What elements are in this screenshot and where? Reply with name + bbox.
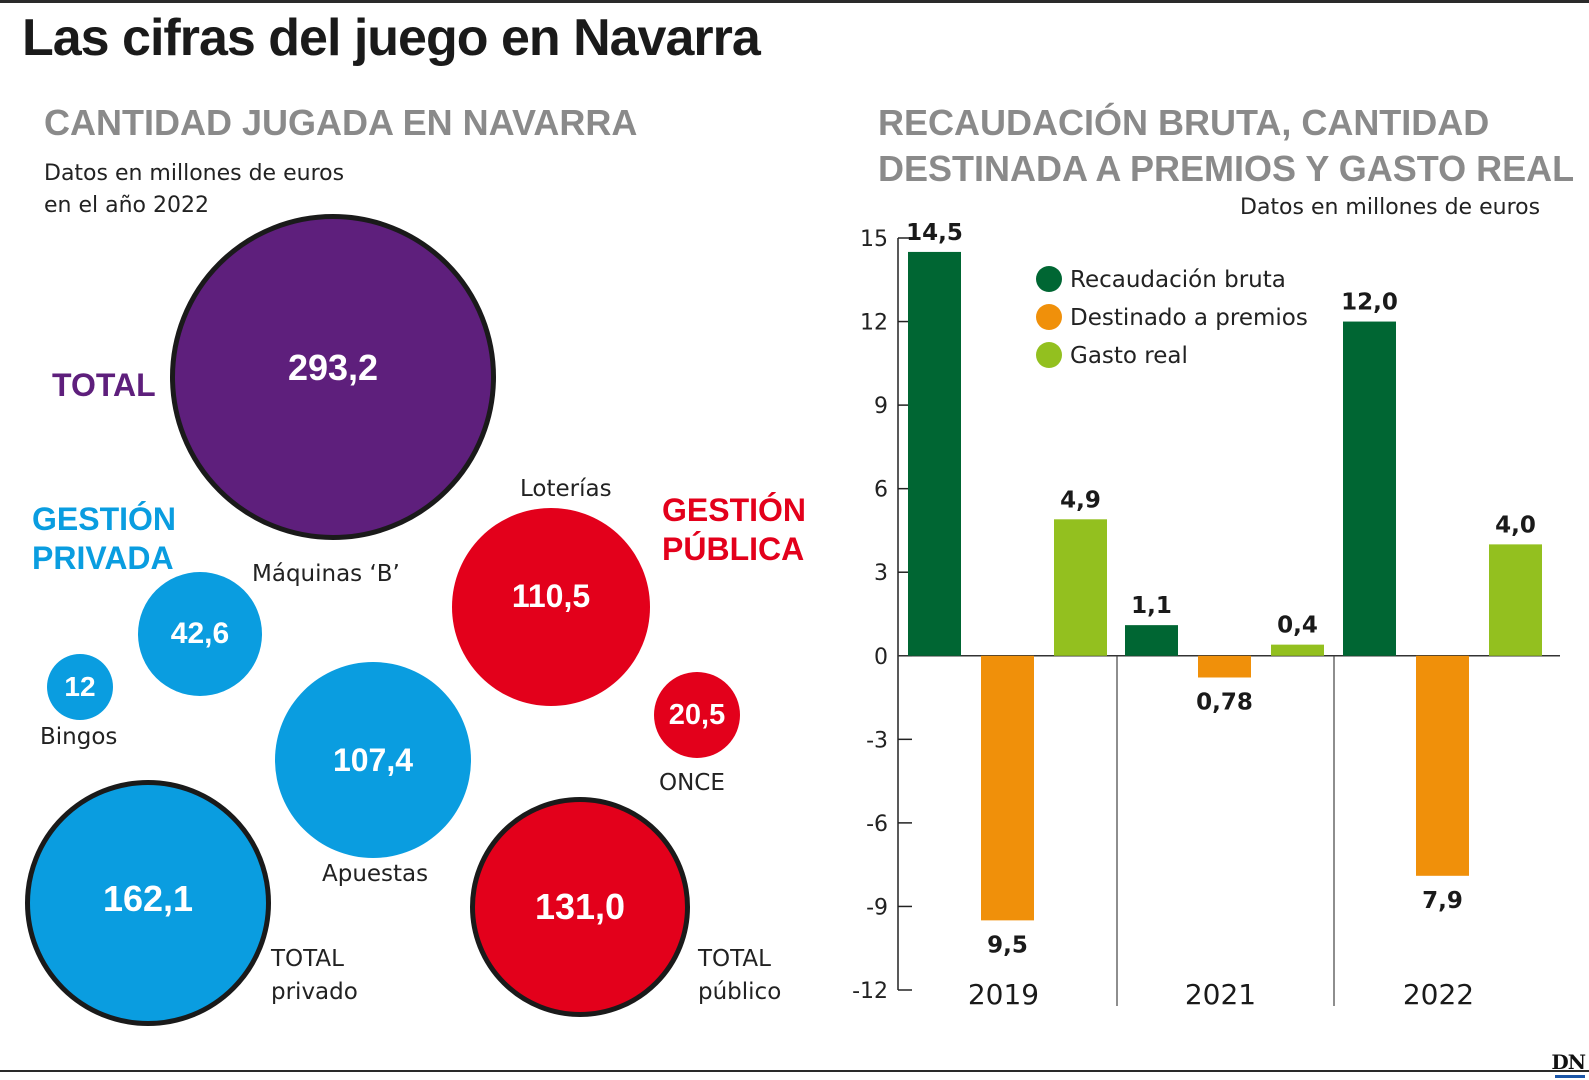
left-heading: CANTIDAD JUGADA EN NAVARRA: [44, 102, 638, 143]
y-tick-label: 9: [874, 394, 888, 419]
bar-2019-series-3: [1054, 519, 1107, 656]
total-bubble: 293,2: [170, 214, 496, 540]
public-group-label-line2: PÚBLICA: [662, 531, 805, 567]
category-label-2022: 2022: [1403, 978, 1474, 1011]
left-note-line1: Datos en millones de euros: [44, 161, 345, 186]
bar-2021-series-1: [1125, 625, 1178, 656]
bingos-bubble-value: 12: [64, 671, 96, 702]
bar-value-label: 9,5: [987, 932, 1028, 958]
total-publico-label-line2: público: [698, 979, 782, 1005]
y-tick-label: -6: [866, 812, 888, 837]
maquinas-label: Máquinas ‘B’: [252, 561, 400, 587]
apuestas-bubble: 107,4: [275, 662, 471, 858]
category-label-2019: 2019: [968, 978, 1039, 1011]
bar-2022-series-2: [1416, 655, 1469, 876]
y-tick-label: -9: [866, 895, 888, 920]
y-tick-label: -12: [852, 979, 888, 1004]
maquinas-bubble: 42,6: [138, 572, 262, 696]
bingos-label: Bingos: [40, 724, 118, 750]
loterias-bubble-value: 110,5: [511, 577, 591, 614]
bar-value-label: 0,78: [1196, 690, 1253, 716]
right-note: Datos en millones de euros: [1240, 195, 1541, 220]
total-privado-bubble: 162,1: [25, 780, 271, 1026]
total-publico-bubble-value: 131,0: [534, 886, 626, 927]
bar-value-label: 1,1: [1131, 593, 1172, 619]
bar-2021-series-2: [1198, 655, 1251, 678]
left-note-line2: en el año 2022: [44, 193, 209, 218]
bar-value-label: 4,0: [1495, 512, 1536, 538]
bar-2022-series-1: [1343, 321, 1396, 656]
total-group-label: TOTAL: [52, 367, 156, 403]
private-group-label-line1: GESTIÓN: [32, 501, 177, 537]
y-tick-label: -3: [866, 728, 888, 753]
loterias-bubble: 110,5: [452, 508, 650, 706]
total-bubble-value: 293,2: [287, 347, 379, 388]
private-group-label-line2: PRIVADA: [32, 540, 174, 576]
right-heading-line2: DESTINADA A PREMIOS Y GASTO REAL: [878, 148, 1575, 189]
legend-label: Gasto real: [1070, 343, 1188, 369]
bottom-rule: [0, 1070, 1589, 1072]
apuestas-bubble-value: 107,4: [332, 741, 414, 778]
bar-2022-series-3: [1489, 544, 1542, 656]
legend-swatch: [1036, 304, 1062, 330]
bar-2019-series-2: [981, 655, 1034, 921]
total-privado-label-line2: privado: [271, 979, 358, 1005]
bar-value-label: 14,5: [906, 220, 963, 246]
y-tick-label: 12: [860, 311, 888, 336]
once-label: ONCE: [659, 770, 725, 796]
total-publico-label-line1: TOTAL: [698, 946, 771, 972]
category-label-2021: 2021: [1185, 978, 1256, 1011]
total-privado-label-line1: TOTAL: [271, 946, 344, 972]
loterias-label: Loterías: [520, 476, 612, 502]
bar-2021-series-3: [1271, 644, 1324, 656]
bar-value-label: 7,9: [1422, 888, 1463, 914]
y-tick-label: 6: [874, 478, 888, 503]
legend-swatch: [1036, 342, 1062, 368]
apuestas-label: Apuestas: [322, 861, 429, 887]
legend-label: Recaudación bruta: [1070, 267, 1286, 293]
once-bubble: 20,5: [654, 672, 740, 758]
bar-value-label: 4,9: [1060, 487, 1101, 513]
bar-value-label: 0,4: [1277, 613, 1318, 639]
legend-label: Destinado a premios: [1070, 305, 1308, 331]
legend-swatch: [1036, 266, 1062, 292]
y-tick-label: 15: [860, 227, 888, 252]
bar-2019-series-1: [908, 251, 961, 656]
public-group-label-line1: GESTIÓN: [662, 492, 807, 528]
dn-logo-bar: [1555, 1075, 1585, 1078]
dn-logo: DN: [1551, 1050, 1586, 1074]
total-publico-bubble: 131,0: [470, 797, 690, 1017]
maquinas-bubble-value: 42,6: [170, 617, 230, 650]
top-rule: [0, 0, 1589, 3]
bingos-bubble: 12: [47, 654, 113, 720]
bar-value-label: 12,0: [1341, 290, 1398, 316]
y-tick-label: 3: [874, 561, 888, 586]
y-tick-label: 0: [874, 645, 888, 670]
page-title: Las cifras del juego en Navarra: [22, 9, 761, 67]
once-bubble-value: 20,5: [668, 698, 726, 731]
total-privado-bubble-value: 162,1: [102, 878, 194, 919]
right-heading-line1: RECAUDACIÓN BRUTA, CANTIDAD: [878, 102, 1490, 143]
